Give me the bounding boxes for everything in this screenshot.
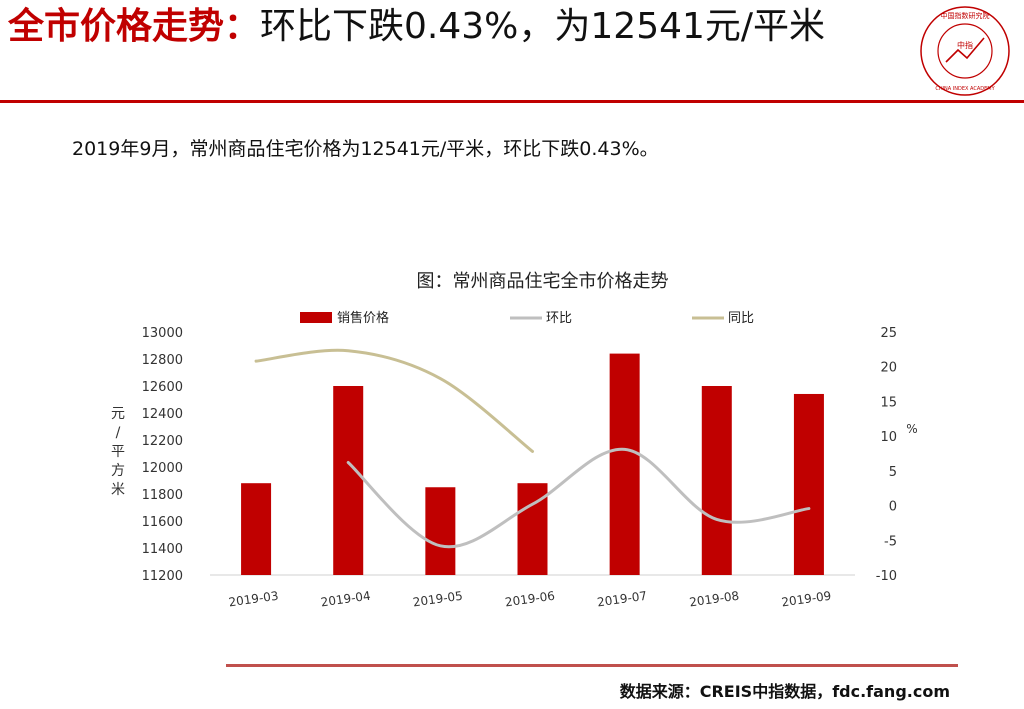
chart-title: 图：常州商品住宅全市价格走势: [417, 271, 669, 292]
data-source: 数据来源：CREIS中指数据，fdc.fang.com: [619, 682, 950, 701]
y-left-tick-label: 12600: [142, 380, 183, 395]
y-left-tick-label: 11400: [142, 542, 183, 557]
china-index-academy-logo: 中指 中国指数研究院 CHINA INDEX ACADEMY: [920, 6, 1010, 96]
y-left-tick-label: 12800: [142, 353, 183, 368]
y-right-tick-label: 0: [889, 500, 897, 515]
y-right-tick-label: -10: [876, 569, 897, 584]
bar-price: [333, 386, 364, 575]
line-yoy: [254, 348, 534, 453]
y-right-tick-label: 10: [880, 430, 897, 445]
logo-en-text: CHINA INDEX ACADEMY: [935, 86, 995, 92]
y-left-axis-label-char: 方: [111, 463, 125, 479]
y-left-tick-label: 12400: [142, 407, 183, 422]
legend-swatch-price: [300, 312, 332, 323]
y-left-axis-label-char: 元: [111, 406, 125, 422]
y-left-axis-label-char: 平: [111, 444, 125, 460]
y-right-tick-label: 15: [880, 395, 897, 410]
x-tick-label: 2019-05: [412, 589, 464, 610]
bar-price: [793, 393, 824, 575]
x-tick-label: 2019-08: [688, 589, 740, 610]
x-tick-label: 2019-06: [504, 589, 556, 610]
x-tick-label: 2019-09: [781, 589, 833, 610]
y-left-tick-label: 11200: [142, 569, 183, 584]
page-title: 全市价格走势：环比下跌0.43%，为12541元/平米: [8, 4, 908, 50]
y-left-tick-label: 11800: [142, 488, 183, 503]
page-title-text: 环比下跌0.43%，为12541元/平米: [260, 6, 826, 47]
bar-price: [241, 483, 272, 575]
page-title-highlight: 全市价格走势：: [8, 6, 261, 47]
y-left-axis-label-char: /: [116, 425, 121, 441]
y-left-tick-label: 11600: [142, 515, 183, 530]
footer-divider: [226, 664, 958, 667]
y-left-tick-label: 13000: [142, 326, 183, 341]
x-tick-label: 2019-03: [228, 589, 280, 610]
title-divider: [0, 100, 1024, 103]
line-mom: [346, 447, 811, 549]
x-tick-label: 2019-07: [596, 589, 648, 610]
x-tick-label: 2019-04: [320, 589, 372, 610]
bar-price: [609, 353, 640, 575]
y-right-tick-label: 25: [880, 326, 897, 341]
y-left-axis-label-char: 米: [111, 482, 125, 498]
summary-text: 2019年9月，常州商品住宅价格为12541元/平米，环比下跌0.43%。: [72, 138, 659, 160]
bar-price: [425, 487, 456, 575]
legend-label-yoy: 同比: [728, 311, 754, 326]
y-left-tick-label: 12200: [142, 434, 183, 449]
y-right-tick-label: 20: [880, 361, 897, 376]
logo-cn-text: 中国指数研究院: [941, 11, 990, 20]
bar-price: [701, 386, 732, 575]
y-left-tick-label: 12000: [142, 461, 183, 476]
legend-label-price: 销售价格: [337, 310, 389, 326]
logo-center-text: 中指: [957, 40, 973, 50]
y-right-axis-label: %: [906, 422, 917, 436]
y-right-tick-label: 5: [889, 465, 897, 480]
y-right-tick-label: -5: [884, 534, 897, 549]
legend-label-mom: 环比: [546, 311, 572, 326]
